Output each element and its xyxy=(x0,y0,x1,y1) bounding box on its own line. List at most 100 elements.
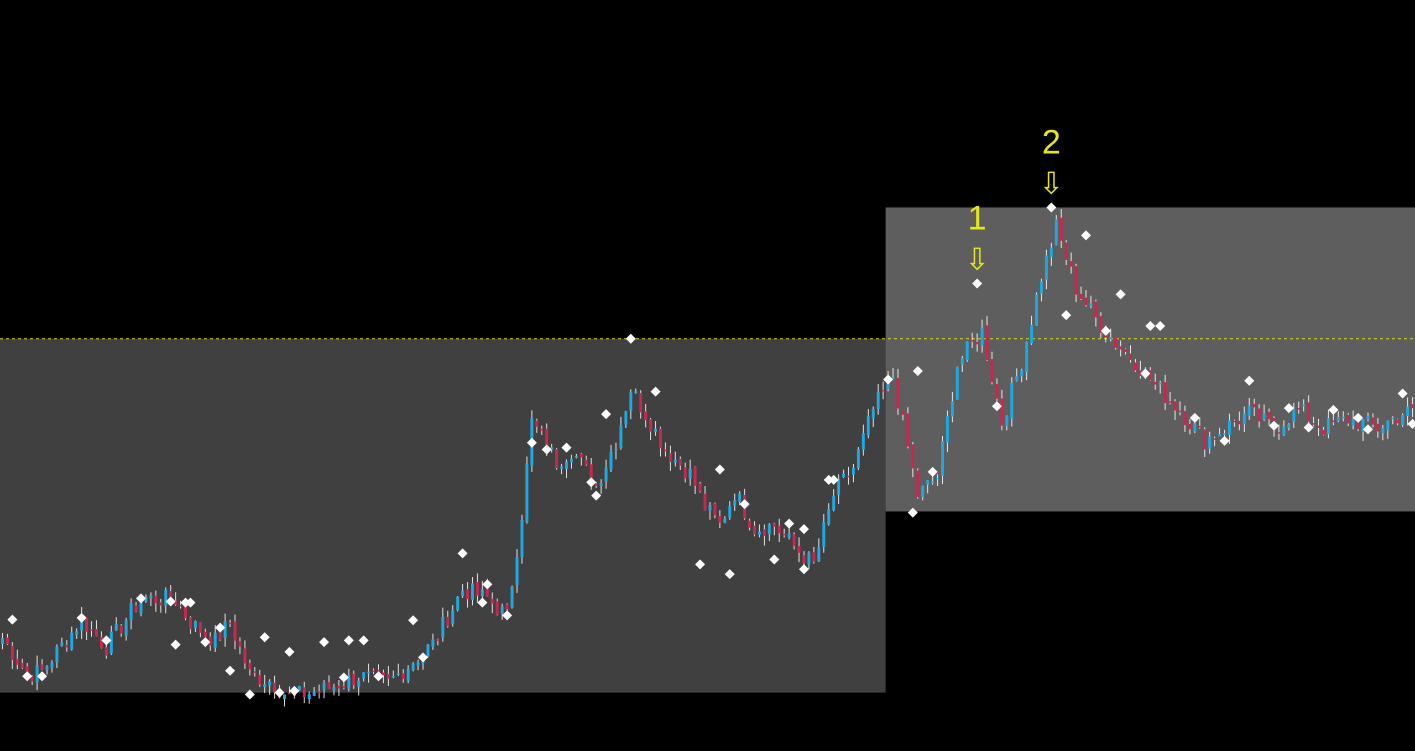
candle-body xyxy=(471,583,474,600)
candle-body xyxy=(243,648,247,664)
candle-body xyxy=(416,662,420,666)
candle xyxy=(1114,337,1118,350)
candle xyxy=(1232,419,1236,427)
candle xyxy=(990,351,994,385)
candle xyxy=(1346,412,1350,427)
candle xyxy=(906,407,910,449)
pivot-diamond-low xyxy=(1407,418,1415,429)
pivot-diamond-high xyxy=(165,596,176,607)
candle-body xyxy=(55,646,59,663)
candle xyxy=(208,632,212,651)
candle-body xyxy=(154,595,158,604)
candle xyxy=(1069,252,1073,274)
candle-body xyxy=(1193,423,1197,432)
candle-body xyxy=(1237,420,1241,425)
candle-body xyxy=(708,504,712,511)
candle-body xyxy=(179,604,183,607)
candle-body xyxy=(396,673,400,675)
candle-body xyxy=(1203,429,1207,450)
candle-body xyxy=(302,687,306,698)
candle xyxy=(381,669,385,684)
candle-body xyxy=(871,409,875,419)
pivot-diamond-high xyxy=(1155,321,1166,332)
candle-body xyxy=(723,518,727,523)
candle xyxy=(268,679,272,695)
candle-body xyxy=(159,602,163,606)
candle-body xyxy=(1242,413,1246,425)
candle xyxy=(624,410,628,429)
candle-body xyxy=(866,416,870,435)
candle xyxy=(1148,367,1152,381)
candle xyxy=(827,503,831,526)
candle-body xyxy=(1129,353,1132,361)
candle xyxy=(540,425,544,435)
candle xyxy=(525,456,529,524)
candle xyxy=(579,452,583,466)
candle xyxy=(718,510,722,529)
candle-body xyxy=(1336,417,1340,421)
candle xyxy=(995,378,999,404)
candle-body xyxy=(970,340,974,342)
candle-body xyxy=(594,483,598,487)
pivot-diamond-high xyxy=(284,646,295,657)
candle-body xyxy=(753,525,756,535)
candle xyxy=(283,694,286,707)
candle-body xyxy=(119,625,123,634)
candle xyxy=(772,522,776,536)
candle-body xyxy=(535,420,539,427)
candle xyxy=(475,573,479,603)
candle-body xyxy=(931,481,935,483)
candle-body xyxy=(297,685,301,691)
candle-body xyxy=(70,632,74,650)
candle-body xyxy=(203,631,207,637)
candle-body xyxy=(1208,436,1212,449)
pivot-diamond-low xyxy=(991,401,1002,412)
candle-body xyxy=(589,464,593,486)
candle xyxy=(416,659,420,671)
pivot-diamond-low xyxy=(170,639,181,650)
candle-body xyxy=(327,682,331,689)
candle-body xyxy=(847,475,850,478)
candle-body xyxy=(787,533,791,538)
pivot-diamond-low xyxy=(1268,420,1279,431)
candle-body xyxy=(1010,382,1014,419)
candle-body xyxy=(916,470,920,498)
candle-body xyxy=(1015,376,1019,381)
candle xyxy=(124,617,128,641)
candle-body xyxy=(1020,370,1024,377)
candle xyxy=(263,674,267,693)
candle xyxy=(65,640,69,652)
pivot-diamond-low xyxy=(927,466,938,477)
candle-body xyxy=(525,463,529,522)
candle-body xyxy=(213,632,217,648)
candle-body xyxy=(169,591,173,601)
candle-body xyxy=(639,393,643,413)
candle xyxy=(733,493,737,511)
candle xyxy=(520,514,524,564)
pivot-diamond-high xyxy=(586,477,597,488)
candle xyxy=(80,606,84,639)
candle-body xyxy=(1391,417,1395,420)
candle-body xyxy=(1089,303,1093,306)
candle-body xyxy=(124,620,128,636)
candle-body xyxy=(1173,401,1177,411)
candle-body xyxy=(287,692,291,695)
candle xyxy=(1163,374,1167,410)
candle xyxy=(1054,215,1058,246)
candle xyxy=(411,662,415,672)
candle-body xyxy=(990,358,994,383)
candle-body xyxy=(461,590,465,597)
candle xyxy=(782,528,786,538)
candle xyxy=(362,672,366,682)
candle xyxy=(85,617,89,640)
candle-body xyxy=(1188,423,1192,430)
candle-body xyxy=(1183,411,1187,426)
pivot-diamond-low xyxy=(1100,325,1111,336)
candle-body xyxy=(1321,429,1325,435)
candle xyxy=(1173,399,1177,421)
candle xyxy=(738,491,742,506)
candle-body xyxy=(762,529,766,537)
candle xyxy=(55,644,59,669)
candle-body xyxy=(980,327,984,346)
candle-body xyxy=(693,466,697,486)
